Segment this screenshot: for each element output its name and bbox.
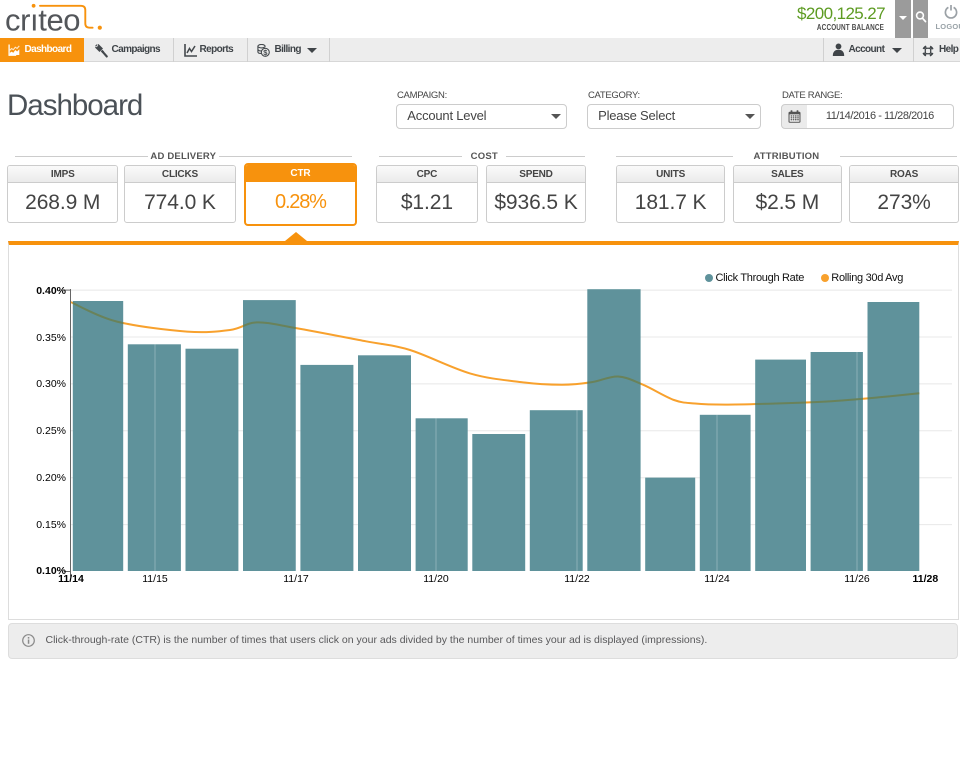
svg-text:crıteo: crıteo bbox=[5, 3, 80, 38]
svg-text:$: $ bbox=[263, 48, 268, 57]
